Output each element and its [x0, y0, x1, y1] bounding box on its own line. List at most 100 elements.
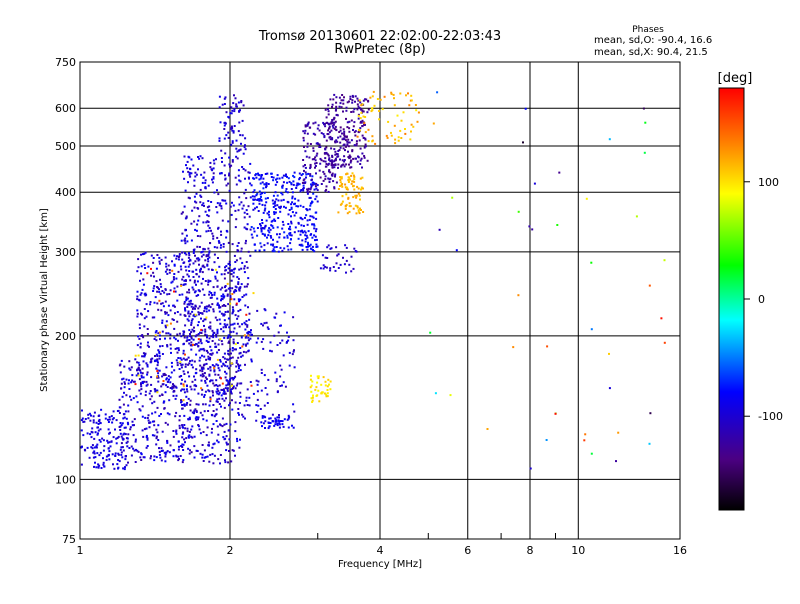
data-point [265, 201, 268, 204]
data-point [346, 101, 349, 104]
data-point [231, 306, 234, 309]
data-point [130, 381, 133, 384]
data-point [233, 327, 236, 330]
data-point [204, 330, 207, 333]
data-point [436, 91, 439, 94]
data-point [269, 341, 272, 344]
data-point [194, 384, 197, 387]
data-point [158, 394, 161, 397]
x-tick-label: 6 [464, 544, 471, 557]
data-point [145, 427, 148, 430]
data-point [165, 451, 168, 454]
data-point [97, 426, 99, 429]
data-point [261, 232, 264, 235]
data-point [300, 189, 303, 191]
data-point [190, 331, 193, 334]
data-point [228, 326, 231, 329]
data-point [347, 197, 350, 200]
data-point [315, 195, 318, 198]
data-point [162, 380, 165, 382]
data-point [178, 253, 181, 256]
data-point [210, 431, 213, 434]
data-point [198, 428, 201, 431]
data-point [152, 257, 155, 259]
data-point [241, 296, 244, 298]
data-point [216, 439, 219, 442]
data-point [255, 176, 258, 179]
data-point [250, 226, 253, 228]
data-point [196, 280, 199, 283]
data-point [187, 303, 190, 306]
data-point [145, 384, 148, 387]
data-point [329, 98, 332, 101]
data-point [327, 154, 330, 157]
data-point [177, 256, 180, 258]
data-point [155, 389, 158, 392]
data-point [288, 364, 291, 367]
data-point [289, 234, 292, 237]
data-point [156, 302, 159, 305]
data-point [208, 326, 210, 329]
data-point [310, 186, 313, 189]
data-point [224, 370, 226, 373]
data-point [218, 403, 221, 405]
data-point [329, 171, 332, 174]
data-point [590, 328, 593, 331]
data-point [215, 158, 217, 161]
data-point [234, 375, 237, 378]
data-point [198, 305, 201, 308]
data-point [213, 384, 216, 387]
data-point [230, 213, 233, 216]
data-point [199, 432, 202, 435]
data-point [246, 404, 249, 406]
data-point [210, 335, 213, 338]
data-point [136, 298, 139, 301]
data-point [155, 339, 158, 342]
data-point [228, 174, 230, 177]
data-point [533, 182, 536, 185]
data-point [241, 134, 244, 137]
data-point [334, 150, 337, 153]
data-point [212, 159, 215, 162]
data-point [260, 372, 263, 374]
data-point [207, 184, 210, 187]
data-point [120, 387, 122, 390]
data-point [183, 438, 186, 441]
data-point [195, 192, 198, 195]
data-point [393, 104, 396, 107]
data-point [201, 312, 204, 315]
data-point [244, 144, 246, 147]
data-point [123, 416, 126, 419]
data-point [224, 376, 227, 379]
data-point [217, 373, 220, 376]
data-point [165, 311, 168, 314]
data-point [132, 397, 135, 400]
data-point [328, 131, 331, 134]
data-point [186, 427, 189, 430]
data-point [204, 403, 207, 406]
data-point [186, 385, 188, 388]
data-point [171, 385, 174, 388]
data-point [280, 368, 283, 371]
data-point [175, 432, 178, 435]
data-point [648, 442, 651, 445]
data-point [182, 431, 185, 434]
data-point [204, 379, 207, 382]
data-point [277, 250, 280, 253]
data-point [175, 359, 178, 362]
data-point [206, 426, 209, 429]
data-point [188, 252, 190, 255]
data-point [327, 162, 330, 165]
data-point [297, 199, 300, 202]
data-point [156, 290, 159, 293]
data-point [366, 159, 369, 162]
data-point [343, 138, 346, 141]
data-point [152, 261, 155, 264]
data-point [102, 461, 105, 464]
data-point [123, 381, 126, 384]
data-point [347, 145, 350, 148]
data-point [155, 435, 158, 438]
data-point [235, 348, 237, 351]
data-point [528, 225, 531, 228]
data-point [224, 305, 227, 307]
